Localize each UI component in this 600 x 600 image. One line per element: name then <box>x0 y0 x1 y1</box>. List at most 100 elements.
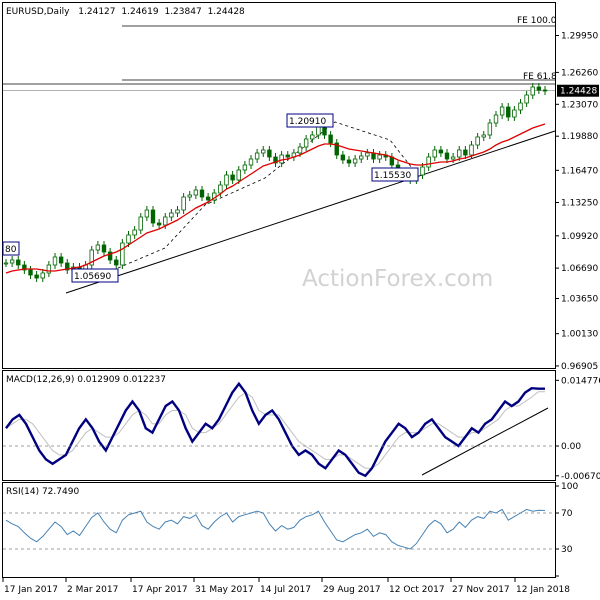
candle-body <box>132 229 137 236</box>
date-axis: 17 Jan 2017 2 Mar 2017 17 Apr 2017 31 May 2… <box>2 578 570 595</box>
candle-body <box>432 149 437 158</box>
candle-body <box>542 89 548 92</box>
rsi-panel <box>2 482 556 578</box>
candle-body <box>334 142 339 156</box>
date-tick-label: 29 Aug 2017 <box>323 585 381 595</box>
date-tick-label: 14 Jul 2017 <box>260 585 311 595</box>
candle-body <box>22 264 27 271</box>
candle-body <box>193 189 199 196</box>
date-tick-label: 12 Oct 2017 <box>389 585 445 595</box>
candle-body <box>493 114 499 124</box>
candle-body <box>346 159 352 164</box>
rsi-line <box>5 508 546 550</box>
candle-body <box>58 256 64 264</box>
candle-body <box>524 94 529 104</box>
candle-body <box>359 155 364 160</box>
candle-body <box>377 154 382 160</box>
candle-body <box>457 149 462 158</box>
candle-body <box>371 152 376 160</box>
date-tick-label: 2 Mar 2017 <box>67 585 118 595</box>
candle-body <box>426 156 431 168</box>
price-axis: 1.29950 1.26260 1.23070 1.19880 1.16470 1.132… <box>555 32 598 372</box>
candle-body <box>236 169 241 181</box>
current-price-tag: 1.24428 <box>557 84 599 97</box>
annotation-label: 1.05690 <box>74 272 111 282</box>
candle-body <box>150 209 156 224</box>
candle-body <box>9 259 15 264</box>
annotation-labels: 1.20910 1.05690 1.15530 80 <box>2 113 419 283</box>
candle-body <box>144 209 150 218</box>
rsi-tick-label: 30 <box>561 545 573 555</box>
candle-body <box>536 86 542 91</box>
macd-tick-label: 0.00 <box>561 442 581 452</box>
price-tick-label: 1.00130 <box>561 330 598 340</box>
macd-tick-label: -0.006705 <box>561 472 600 482</box>
candle-body <box>340 154 346 161</box>
candle-body <box>187 194 192 198</box>
candle-body <box>52 256 58 266</box>
candle-body <box>3 262 9 265</box>
annotation-label: 1.15530 <box>374 171 411 181</box>
date-tick-label: 27 Nov 2017 <box>452 585 510 595</box>
candle-body <box>475 136 480 146</box>
candle-body <box>444 152 450 160</box>
svg-text:1.24428: 1.24428 <box>560 87 597 97</box>
candle-body <box>40 272 45 279</box>
candle-body <box>199 189 205 198</box>
candle-body <box>218 184 223 194</box>
candle-body <box>156 222 162 226</box>
price-tick-label: 1.06690 <box>561 264 598 274</box>
date-tick-label: 17 Jan 2017 <box>4 585 58 595</box>
candle-body <box>205 196 211 201</box>
macd-axis: 0.014776 0.00 -0.006705 <box>555 376 600 482</box>
candle-body <box>175 209 180 214</box>
rsi-header: RSI(14) 72.7490 <box>6 487 79 497</box>
candle-body <box>138 216 143 231</box>
moving-average-line <box>5 123 546 274</box>
candle-body <box>512 109 517 118</box>
annotation-box <box>371 167 419 182</box>
candle-body <box>328 134 333 144</box>
price-tick-label: 1.23070 <box>561 100 598 110</box>
candle-body <box>248 158 254 166</box>
candle-body <box>420 166 425 176</box>
candle-body <box>126 234 131 244</box>
price-tick-label: 1.19880 <box>561 132 598 142</box>
watermark: ActionForex.com <box>302 266 493 292</box>
candle-body <box>28 269 33 276</box>
candle-body <box>469 144 474 156</box>
trendline-price <box>65 130 556 294</box>
candle-body <box>310 134 315 140</box>
macd-line <box>5 381 545 478</box>
price-tick-label: 0.96905 <box>561 362 598 372</box>
candle-body <box>16 259 21 266</box>
candle-body <box>34 274 39 279</box>
price-tick-label: 1.13250 <box>561 199 598 209</box>
price-tick-label: 1.03650 <box>561 295 598 305</box>
candle-body <box>163 216 168 226</box>
candle-body <box>316 126 321 136</box>
trendline-macd <box>421 407 549 476</box>
candle-body <box>463 149 468 156</box>
candle-body <box>242 164 248 171</box>
candle-body <box>181 196 186 211</box>
wave-dashed-line <box>117 121 413 269</box>
candle-body <box>365 152 370 157</box>
candle-body <box>46 264 52 274</box>
candle-body <box>450 156 456 160</box>
candle-body <box>254 152 260 160</box>
candle-body <box>499 106 505 116</box>
candle-body <box>297 146 303 154</box>
candle-body <box>273 156 278 164</box>
candle-body <box>169 212 174 218</box>
candle-body <box>352 158 358 164</box>
price-tick-label: 1.09920 <box>561 232 598 242</box>
candle-body <box>95 244 101 251</box>
annotation-box <box>2 241 20 256</box>
candle-body <box>438 149 444 154</box>
annotation-box <box>71 268 119 283</box>
fe-61-8-label: FE 61.8 <box>523 72 557 82</box>
candle-body <box>224 174 229 186</box>
candle-body <box>65 262 70 271</box>
